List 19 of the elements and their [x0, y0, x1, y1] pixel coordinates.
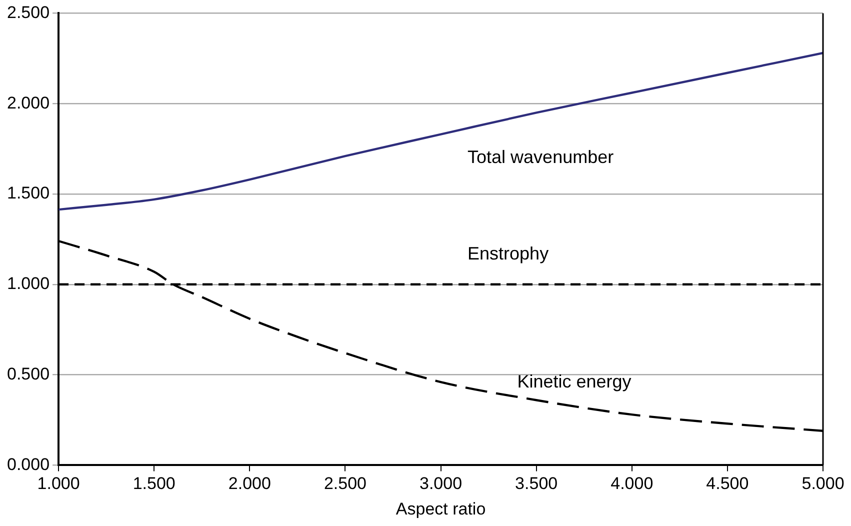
y-tick-label: 0.500: [6, 364, 50, 384]
series-label: Total wavenumber: [468, 147, 614, 168]
x-tick-label: 4.000: [610, 474, 654, 494]
x-tick-label: 3.000: [419, 474, 462, 494]
y-tick-label: 1.500: [6, 184, 50, 203]
x-axis-title: Aspect ratio: [396, 499, 486, 518]
y-tick-label: 2.000: [6, 93, 50, 112]
x-tick-label: 1.000: [37, 474, 80, 494]
series-label: Enstrophy: [468, 243, 549, 264]
x-tick-label: 1.500: [132, 474, 176, 494]
x-tick-label: 2.000: [228, 474, 271, 494]
x-tick-label: 4.500: [706, 474, 749, 494]
x-tick-label: 2.500: [324, 474, 366, 494]
x-tick-label: 5.000: [802, 474, 844, 494]
y-tick-label: 0.000: [6, 454, 50, 474]
x-tick-label: 3.500: [515, 474, 558, 494]
y-tick-label: 1.000: [6, 274, 50, 294]
series-label: Kinetic energy: [517, 371, 632, 392]
y-tick-label: 2.500: [6, 2, 50, 22]
